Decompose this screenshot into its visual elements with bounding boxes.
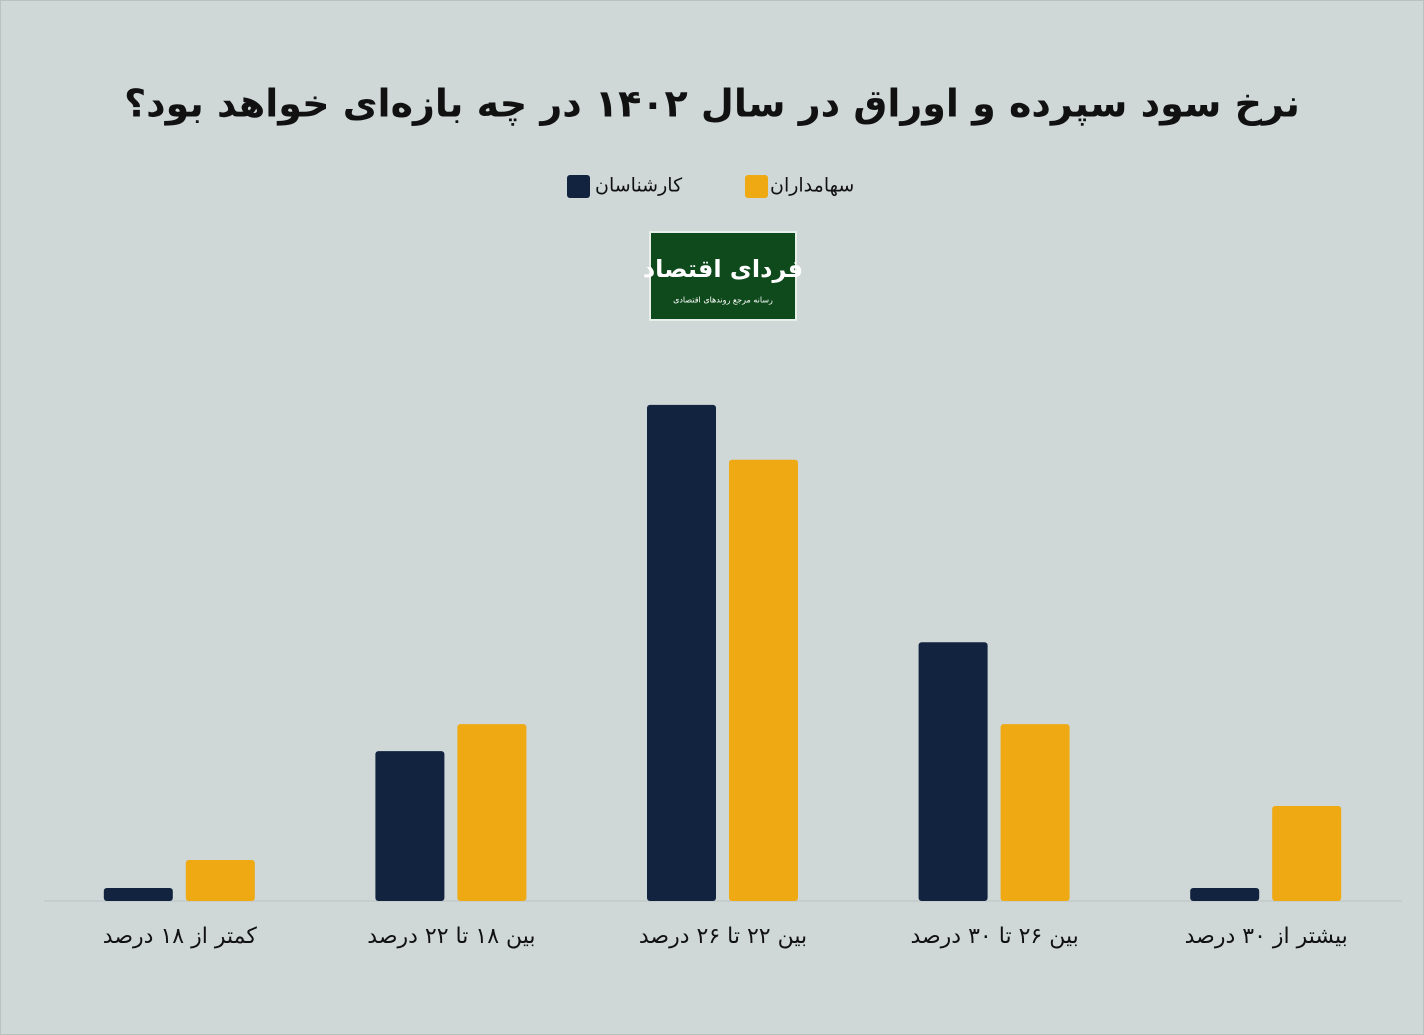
bar	[457, 724, 527, 901]
chart-title: نرخ سود سپرده و اوراق در سال ۱۴۰۲ در چه …	[124, 82, 1300, 127]
logo: فردای اقتصاد رسانه مرجع روندهای اقتصادی	[643, 231, 803, 321]
x-tick-label: بین ۲۶ تا ۳۰ درصد	[910, 924, 1078, 949]
x-tick-label: بین ۲۲ تا ۲۶ درصد	[639, 924, 807, 949]
bar	[185, 860, 255, 901]
legend-label: سهامداران	[770, 175, 854, 197]
bar	[1190, 887, 1260, 901]
bar	[103, 887, 173, 901]
bar	[647, 404, 716, 901]
legend-swatch	[745, 175, 768, 198]
bar	[1000, 724, 1070, 901]
logo-subtitle: رسانه مرجع روندهای اقتصادی	[673, 296, 773, 305]
logo-box	[649, 231, 797, 321]
legend-swatch	[567, 175, 590, 198]
bar	[375, 751, 445, 901]
bar	[1272, 806, 1342, 901]
x-tick-label: بین ۱۸ تا ۲۲ درصد	[367, 924, 535, 949]
bar	[918, 642, 988, 901]
x-tick-label: کمتر از ۱۸ درصد	[103, 924, 258, 949]
bar	[729, 459, 798, 901]
legend-label: کارشناسان	[595, 175, 683, 197]
logo-title: فردای اقتصاد	[643, 255, 803, 283]
x-tick-label: بیشتر از ۳۰ درصد	[1185, 924, 1348, 949]
